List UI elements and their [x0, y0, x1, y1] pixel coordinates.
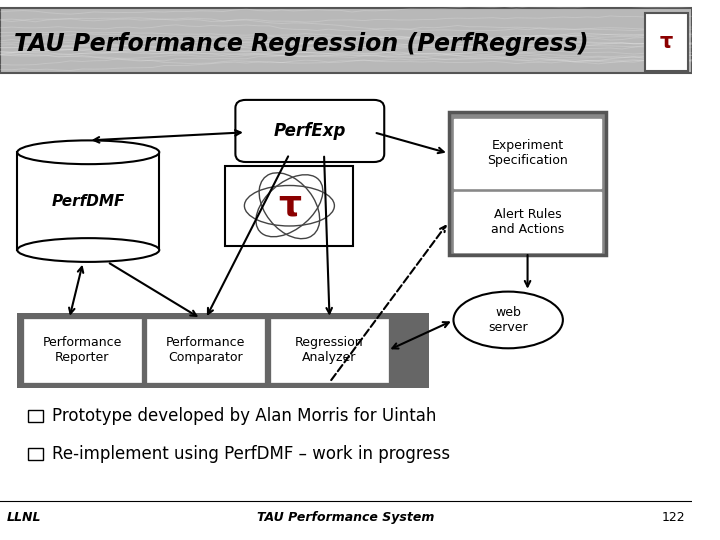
Text: PerfDMF: PerfDMF [52, 194, 125, 208]
Ellipse shape [454, 292, 563, 348]
Text: τ: τ [278, 189, 301, 222]
Bar [454, 119, 601, 188]
Bar [449, 112, 606, 255]
Ellipse shape [17, 140, 159, 164]
Text: Prototype developed by Alan Morris for Uintah: Prototype developed by Alan Morris for U… [52, 407, 436, 426]
Text: Alert Rules
and Actions: Alert Rules and Actions [491, 208, 564, 236]
Text: PerfExp: PerfExp [274, 122, 346, 140]
Text: Experiment
Specification: Experiment Specification [487, 139, 568, 167]
Bar [17, 152, 159, 250]
Ellipse shape [17, 238, 159, 262]
Bar [17, 313, 429, 388]
Bar [24, 319, 140, 382]
Bar [27, 410, 43, 422]
Text: web
server: web server [488, 306, 528, 334]
Text: Regression
Analyzer: Regression Analyzer [295, 336, 364, 365]
FancyBboxPatch shape [235, 100, 384, 162]
Text: τ: τ [660, 32, 673, 52]
Bar [454, 192, 601, 252]
Bar [225, 166, 353, 246]
Bar [17, 139, 159, 152]
Text: TAU Performance Regression (PerfRegress): TAU Performance Regression (PerfRegress) [14, 32, 588, 56]
Text: Re-implement using PerfDMF – work in progress: Re-implement using PerfDMF – work in pro… [52, 445, 450, 463]
Bar [148, 319, 264, 382]
Text: Performance
Comparator: Performance Comparator [166, 336, 246, 365]
FancyBboxPatch shape [645, 13, 688, 71]
Text: LLNL: LLNL [7, 511, 42, 524]
Text: TAU Performance System: TAU Performance System [258, 511, 435, 524]
Text: 122: 122 [662, 511, 685, 524]
FancyBboxPatch shape [0, 8, 693, 73]
Text: Performance
Reporter: Performance Reporter [42, 336, 122, 365]
Bar [27, 448, 43, 460]
Bar [271, 319, 387, 382]
